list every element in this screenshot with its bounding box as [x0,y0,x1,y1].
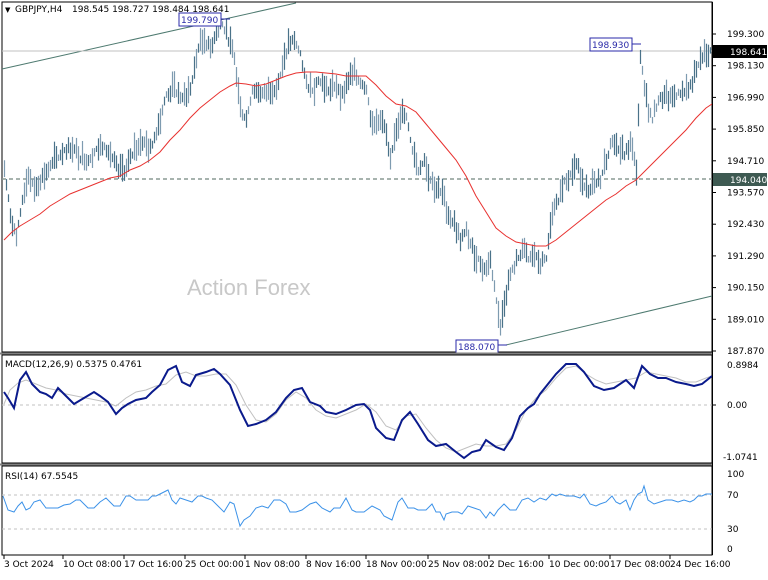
ohlc-values: 198.545 198.727 198.484 198.641 [72,5,229,15]
moving-average-line [3,71,713,247]
svg-text:198.641: 198.641 [730,48,767,58]
svg-text:0.8984: 0.8984 [727,361,759,371]
lower-trendline[interactable] [505,295,713,346]
macd-panel[interactable]: MACD(12,26,9) 0.5375 0.4761 [0,352,713,464]
time-tick-label: 25 Oct 00:00 [185,560,244,570]
svg-text:100: 100 [727,470,744,480]
time-tick-label: 17 Oct 16:00 [124,560,183,570]
time-tick-label: 3 Oct 2024 [4,560,54,570]
price-tick-label: 199.300 [727,30,764,40]
time-tick-label: 1 Nov 08:00 [245,560,300,570]
time-tick-label: 8 Nov 16:00 [306,560,361,570]
price-tick-label: 192.430 [727,220,764,230]
macd-axis[interactable]: 0.8984 0.00 -1.0741 [712,361,759,463]
macd-main-line [3,363,713,460]
rsi-panel[interactable]: RSI(14) 67.5545 [0,463,713,556]
price-panel[interactable]: Action Forex 199.790 198.930 188.070 ▼ G… [1,1,713,354]
time-tick-label: 25 Nov 08:00 [428,560,489,570]
rsi-axis[interactable]: 100 70 30 0 [727,470,744,555]
time-tick-label: 24 Dec 16:00 [670,560,731,570]
time-tick-label: 18 Nov 00:00 [366,560,427,570]
current-price-tag: 198.641 [713,45,767,58]
time-tick-label: 10 Oct 08:00 [63,560,122,570]
time-tick-label: 10 Dec 00:00 [549,560,610,570]
price-tick-label: 191.290 [727,252,764,262]
price-axis[interactable]: 199.300 198.130 196.990 195.850 194.710 193.5… [712,30,767,357]
price-tick-label: 187.870 [727,347,764,357]
svg-text:30: 30 [727,525,739,535]
price-tick-label: 195.850 [727,125,764,135]
macd-signal-line [3,365,713,453]
price-tick-label: 189.010 [727,315,764,325]
price-tick-label: 190.150 [727,284,764,294]
svg-text:0: 0 [727,545,733,555]
svg-text:194.040: 194.040 [730,176,767,186]
svg-text:-1.0741: -1.0741 [723,453,758,463]
time-tick-label: 17 Dec 08:00 [610,560,671,570]
rsi-title: RSI(14) 67.5545 [5,472,78,482]
symbol-label: GBPJPY,H4 [15,5,63,15]
price-tick-label: 198.130 [727,62,764,72]
svg-text:198.930: 198.930 [592,41,629,51]
rsi-line [2,484,712,528]
svg-text:70: 70 [727,491,739,501]
high-price-label[interactable]: 199.790 [178,12,230,27]
time-tick-label: 2 Dec 16:00 [489,560,544,570]
macd-title: MACD(12,26,9) 0.5375 0.4761 [5,360,142,370]
recent-high-price-label[interactable]: 198.930 [589,37,641,52]
price-tick-label: 196.990 [727,93,764,103]
svg-text:188.070: 188.070 [458,343,495,353]
price-bars [3,17,712,336]
level-price-tag: 194.040 [713,173,767,186]
upper-trendline[interactable] [1,2,297,70]
svg-text:199.790: 199.790 [181,16,218,26]
watermark: Action Forex [187,275,311,300]
price-tick-label: 194.710 [727,157,764,167]
price-tick-label: 193.570 [727,189,764,199]
time-axis[interactable]: 3 Oct 2024 10 Oct 08:00 17 Oct 16:00 25 Oct… [3,555,731,570]
collapse-arrow-icon[interactable]: ▼ [5,6,11,14]
svg-text:0.00: 0.00 [727,401,747,411]
